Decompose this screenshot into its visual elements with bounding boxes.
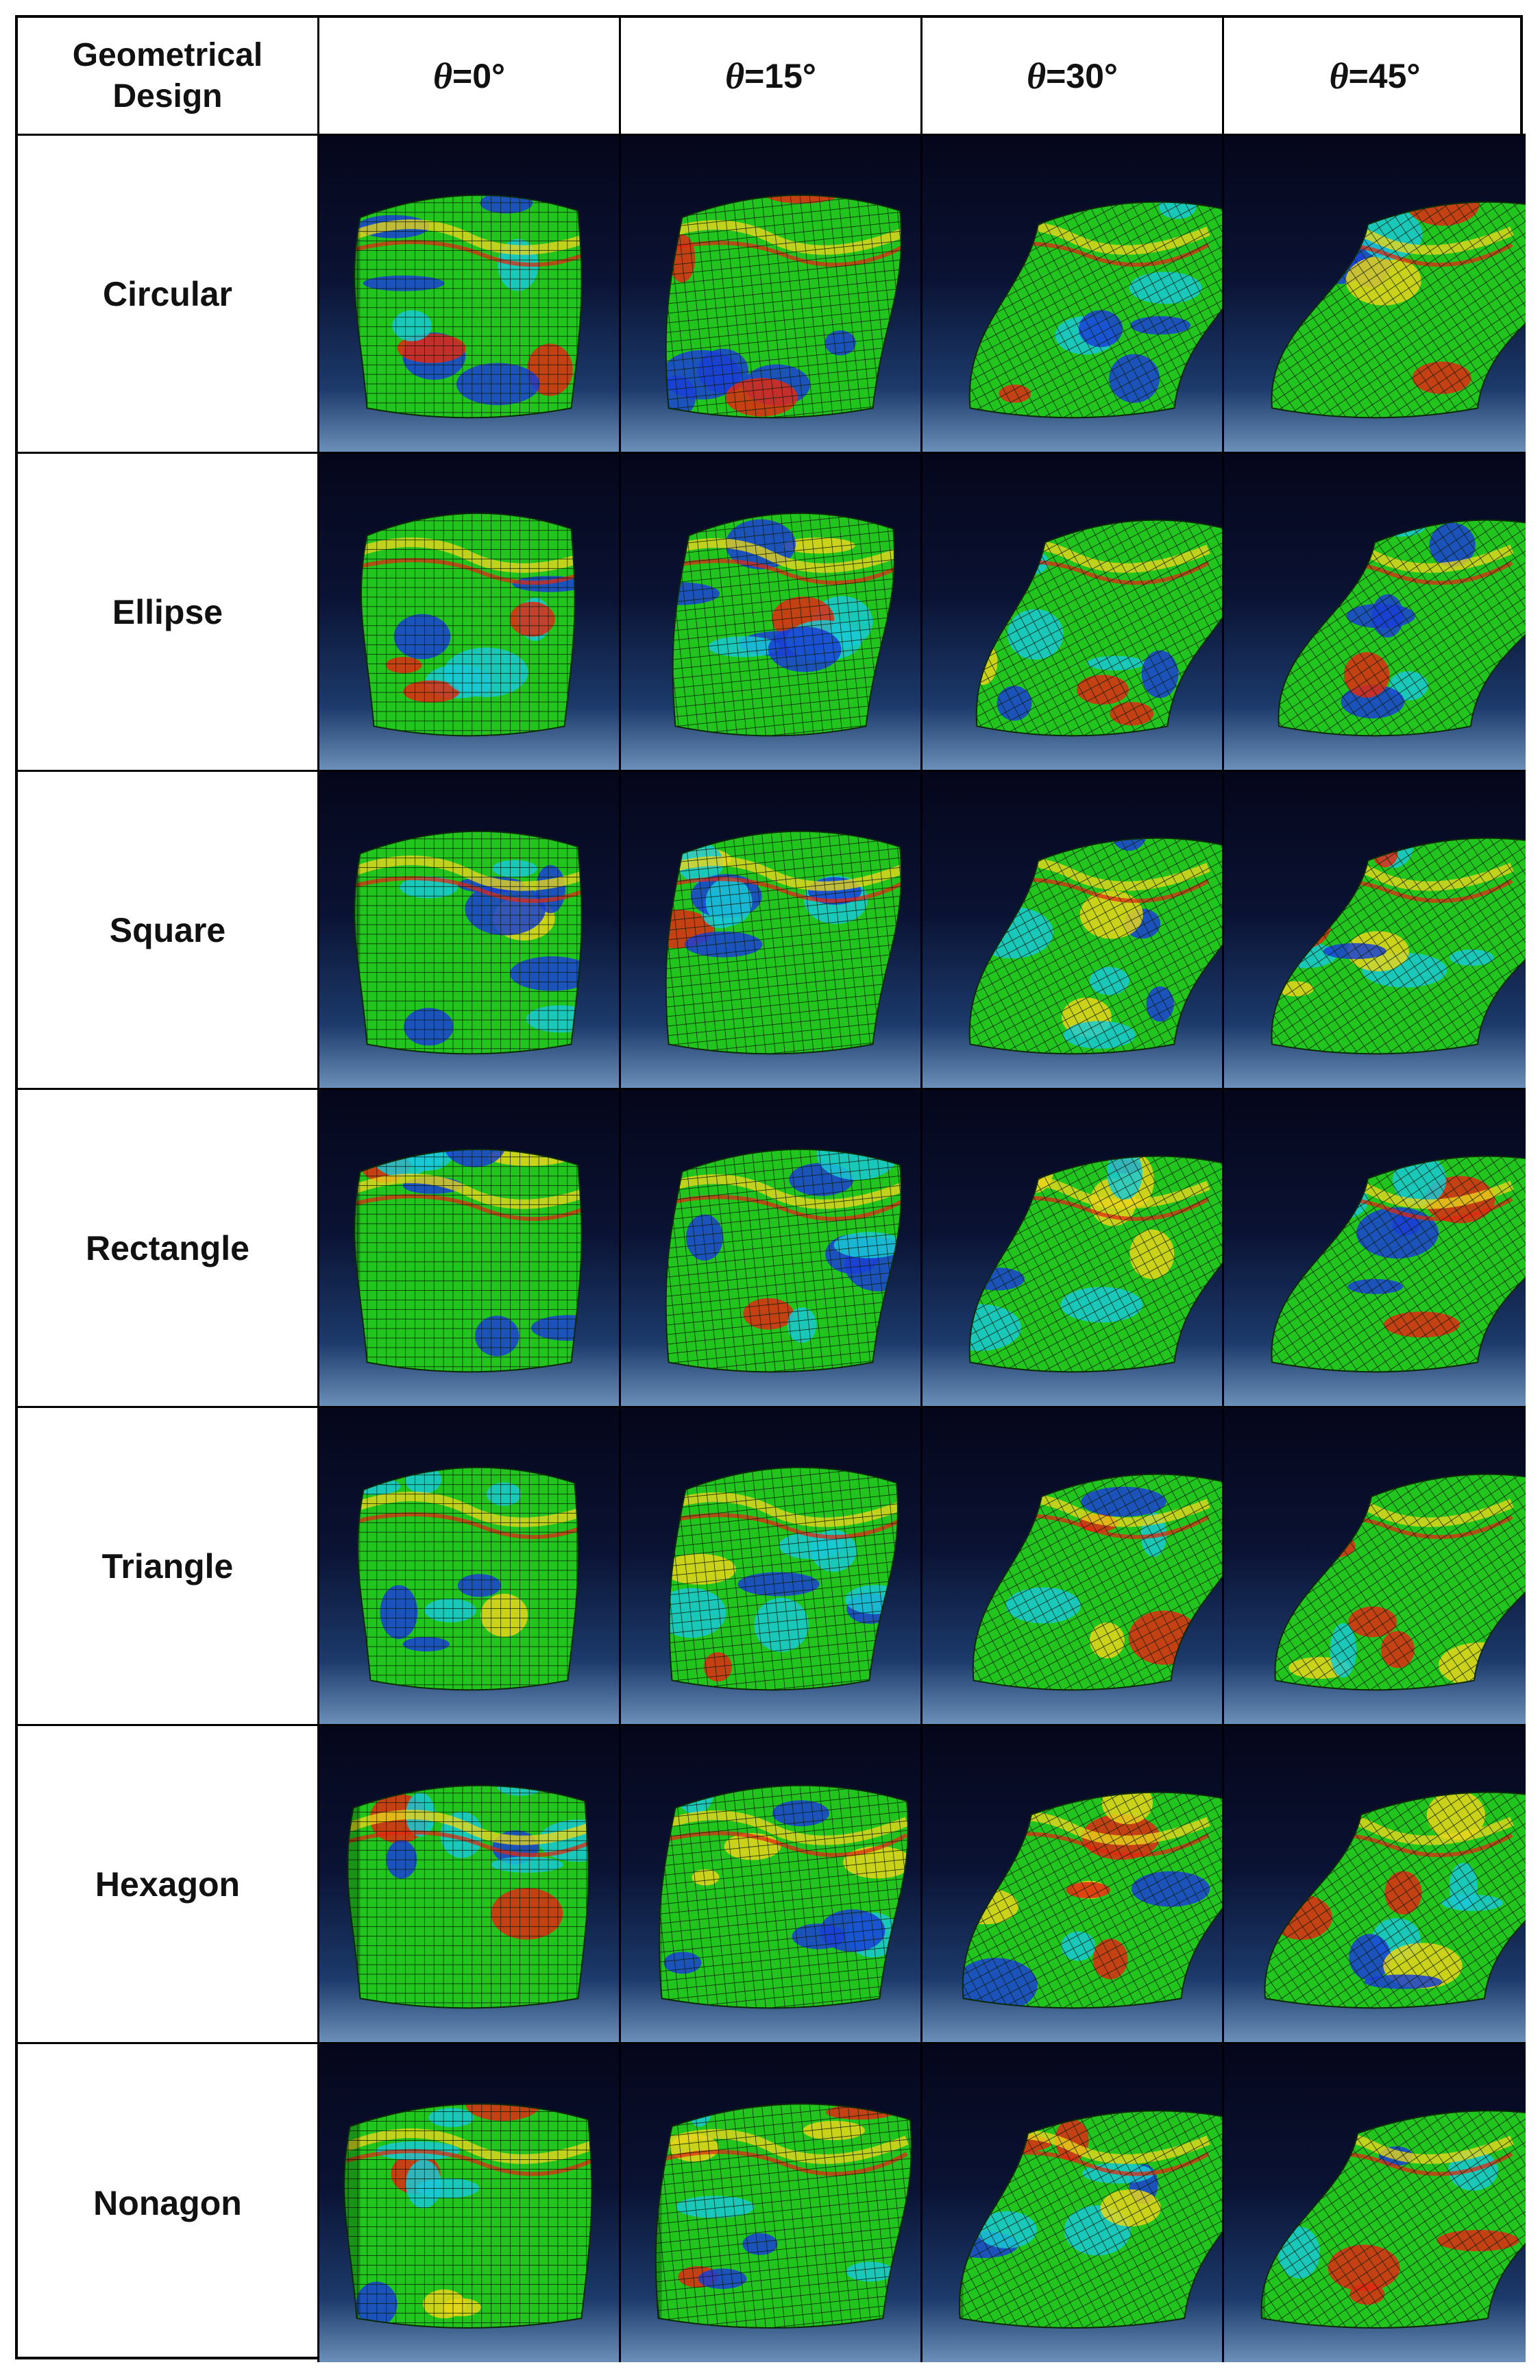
- simulation-hexagon-1: [621, 1726, 922, 2044]
- simulation-hexagon-0: [319, 1726, 621, 2044]
- row-label-hexagon: Hexagon: [18, 1726, 319, 2044]
- header-theta-15: θ =15°: [621, 18, 922, 136]
- header-theta-30: θ =30°: [922, 18, 1224, 136]
- simulation-ellipse-3: [1224, 454, 1526, 772]
- simulation-triangle-0: [319, 1408, 621, 1726]
- header-theta-0: θ =0°: [319, 18, 621, 136]
- theta-symbol: θ: [432, 55, 452, 97]
- row-label-text: Nonagon: [93, 2184, 242, 2222]
- theta-symbol: θ: [725, 55, 745, 97]
- deformed-mesh-image: [975, 519, 1222, 737]
- deformed-mesh-image: [665, 194, 902, 419]
- deformed-mesh-image: [665, 830, 902, 1055]
- deformed-mesh-image: [360, 512, 576, 737]
- deformed-mesh-image: [655, 2103, 912, 2329]
- row-label-text: Ellipse: [112, 592, 223, 631]
- simulation-triangle-2: [922, 1408, 1224, 1726]
- header-value: =0°: [452, 56, 506, 95]
- deformed-mesh-image: [1260, 2110, 1526, 2329]
- theta-symbol: θ: [1027, 55, 1047, 97]
- simulation-hexagon-3: [1224, 1726, 1526, 2044]
- row-label-text: Rectangle: [86, 1228, 249, 1267]
- simulation-circular-1: [621, 136, 922, 454]
- row-label-circular: Circular: [18, 136, 319, 454]
- deformed-mesh-image: [658, 1784, 909, 2009]
- deformed-mesh-image: [968, 1155, 1222, 1373]
- simulation-circular-0: [319, 136, 621, 454]
- simulation-circular-3: [1224, 136, 1526, 454]
- row-label-text: Circular: [103, 274, 232, 313]
- header-value: =15°: [744, 56, 816, 95]
- simulation-ellipse-0: [319, 454, 621, 772]
- row-label-ellipse: Ellipse: [18, 454, 319, 772]
- header-value: =30°: [1046, 56, 1118, 95]
- row-label-square: Square: [18, 772, 319, 1090]
- simulation-square-3: [1224, 772, 1526, 1090]
- simulation-square-1: [621, 772, 922, 1090]
- row-label-triangle: Triangle: [18, 1408, 319, 1726]
- deformed-mesh-image: [668, 1466, 899, 1691]
- simulation-rectangle-0: [319, 1090, 621, 1408]
- simulation-nonagon-3: [1224, 2044, 1526, 2362]
- deformed-mesh-image: [958, 2110, 1222, 2329]
- deformed-mesh-image: [665, 1148, 902, 1373]
- simulation-square-2: [922, 772, 1224, 1090]
- deformed-mesh-image: [1271, 1155, 1526, 1373]
- simulation-nonagon-0: [319, 2044, 621, 2362]
- header-geometrical-design: Geometrical Design: [18, 18, 319, 136]
- deformed-mesh-image: [343, 2103, 593, 2329]
- simulation-ellipse-1: [621, 454, 922, 772]
- deformed-mesh-image: [357, 1466, 579, 1691]
- deformed-mesh-image: [1271, 837, 1526, 1055]
- simulation-square-0: [319, 772, 621, 1090]
- deformed-mesh-image: [1278, 519, 1526, 737]
- simulation-triangle-3: [1224, 1408, 1526, 1726]
- deformed-mesh-image: [354, 1148, 583, 1373]
- row-label-rectangle: Rectangle: [18, 1090, 319, 1408]
- row-label-text: Square: [109, 910, 226, 949]
- deformed-mesh-image: [968, 837, 1222, 1055]
- deformed-mesh-image: [1274, 1473, 1526, 1691]
- simulation-triangle-1: [621, 1408, 922, 1726]
- header-value: =45°: [1348, 56, 1421, 95]
- simulation-rectangle-3: [1224, 1090, 1526, 1408]
- row-label-nonagon: Nonagon: [18, 2044, 319, 2362]
- theta-symbol: θ: [1329, 55, 1349, 97]
- row-label-text: Hexagon: [95, 1865, 241, 1904]
- deformed-mesh-image: [962, 1791, 1222, 2009]
- results-table: Geometrical Design θ =0° θ =15° θ =30° θ =45…: [15, 15, 1526, 2362]
- simulation-ellipse-2: [922, 454, 1224, 772]
- deformed-mesh-image: [1264, 1791, 1526, 2009]
- deformed-mesh-image: [968, 201, 1222, 419]
- deformed-mesh-image: [972, 1473, 1222, 1691]
- header-theta-45: θ =45°: [1224, 18, 1526, 136]
- deformed-mesh-image: [354, 830, 583, 1055]
- simulation-rectangle-2: [922, 1090, 1224, 1408]
- row-label-text: Triangle: [101, 1546, 234, 1586]
- deformed-mesh-image: [672, 512, 896, 737]
- deformed-mesh-image: [354, 194, 583, 419]
- simulation-circular-2: [922, 136, 1224, 454]
- simulation-nonagon-1: [621, 2044, 922, 2362]
- simulation-nonagon-2: [922, 2044, 1224, 2362]
- deformed-mesh-image: [1271, 201, 1526, 419]
- deformed-mesh-image: [347, 1784, 589, 2009]
- simulation-hexagon-2: [922, 1726, 1224, 2044]
- simulation-rectangle-1: [621, 1090, 922, 1408]
